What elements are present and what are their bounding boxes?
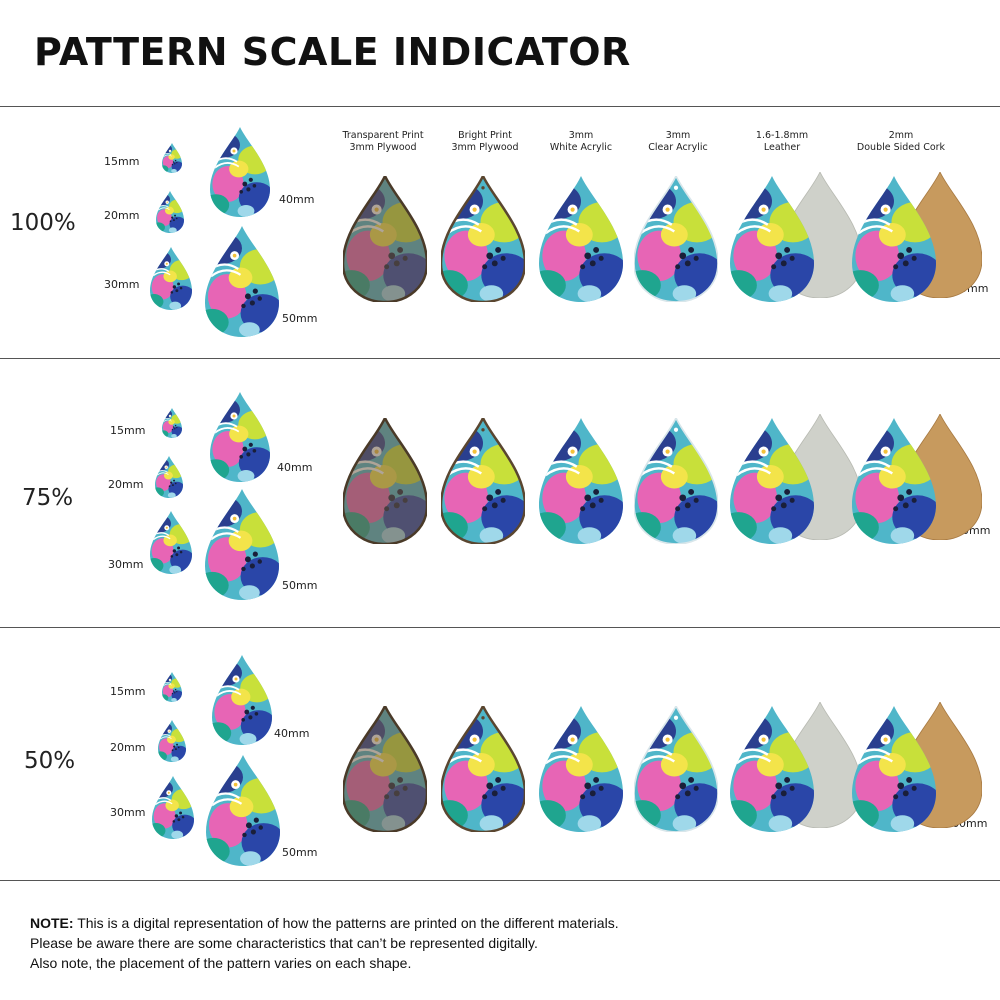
note-text-1: This is a digital representation of how … [73,915,619,931]
size-label-40: 40mm [279,193,315,206]
material-sample-leather [730,176,814,302]
size-label-30: 30mm [110,806,146,819]
size-label-30: 30mm [104,278,140,291]
material-line2: Leather [763,142,801,153]
scale-label-100: 100% [10,210,76,236]
note-line-2: Please be aware there are some character… [30,935,538,951]
sample-20mm [158,720,186,762]
material-sample-white-acrylic [539,706,623,832]
material-line2: 3mm Plywood [349,142,417,153]
material-line2: Clear Acrylic [648,142,708,153]
size-label-50: 50mm [282,312,318,325]
sample-30mm [150,247,192,310]
material-line1: 1.6-1.8mm [755,130,809,141]
size-label-20: 20mm [104,209,140,222]
sample-15mm [162,408,182,438]
note-line-1: NOTE: This is a digital representation o… [30,913,619,933]
material-line1: 3mm [568,130,594,141]
material-line1: Bright Print [458,130,512,141]
material-line2: 3mm Plywood [451,142,519,153]
material-sample-leather [730,706,814,832]
scale-label-50: 50% [24,748,76,774]
material-line2: Double Sided Cork [856,142,946,153]
page-title: PATTERN SCALE INDICATOR [34,30,631,74]
note-label: NOTE: [30,915,74,931]
sample-30mm [152,776,194,839]
note-block: NOTE: This is a digital representation o… [30,913,619,973]
material-sample-clear-acrylic [634,176,718,302]
size-label-15: 15mm [104,155,140,168]
size-label-20: 20mm [110,741,146,754]
size-label-15: 15mm [110,424,146,437]
material-line1: Transparent Print [342,130,424,141]
sample-30mm [150,511,192,574]
material-header-transparent-plywood: Transparent Print 3mm Plywood [328,130,438,154]
size-label-50: 50mm [282,579,318,592]
material-sample-transparent-plywood [343,176,427,302]
sample-20mm [155,456,183,498]
material-sample-transparent-plywood [343,706,427,832]
material-line2: White Acrylic [549,142,613,153]
material-line1: 2mm [888,130,914,141]
material-sample-white-acrylic [539,418,623,544]
material-sample-white-acrylic [539,176,623,302]
material-sample-leather [730,418,814,544]
sample-20mm [156,191,184,233]
sample-40mm [210,392,270,482]
size-label-40: 40mm [274,727,310,740]
size-label-50: 50mm [282,846,318,859]
divider-row-2 [0,627,1000,628]
sample-50mm [205,226,279,337]
sample-40mm [212,655,272,745]
material-header-leather: 1.6-1.8mm Leather [727,130,837,154]
material-sample-cork [852,176,936,302]
divider-bottom [0,880,1000,881]
note-line-3: Also note, the placement of the pattern … [30,955,412,971]
sample-50mm [206,755,280,866]
material-sample-transparent-plywood [343,418,427,544]
size-label-20: 20mm [108,478,144,491]
sample-15mm [162,672,182,702]
material-sample-bright-plywood [441,418,525,544]
material-sample-clear-acrylic [634,706,718,832]
size-label-30: 30mm [108,558,144,571]
divider-top [0,106,1000,107]
material-sample-bright-plywood [441,176,525,302]
material-line1: 3mm [665,130,691,141]
material-header-cork: 2mm Double Sided Cork [846,130,956,154]
scale-label-75: 75% [22,485,74,511]
material-header-clear-acrylic: 3mm Clear Acrylic [623,130,733,154]
divider-row-1 [0,358,1000,359]
material-header-bright-plywood: Bright Print 3mm Plywood [430,130,540,154]
size-label-15: 15mm [110,685,146,698]
material-sample-bright-plywood [441,706,525,832]
sample-40mm [210,127,270,217]
material-sample-clear-acrylic [634,418,718,544]
size-label-40: 40mm [277,461,313,474]
material-sample-cork [852,418,936,544]
sample-15mm [162,143,182,173]
material-header-white-acrylic: 3mm White Acrylic [526,130,636,154]
material-sample-cork [852,706,936,832]
sample-50mm [205,489,279,600]
